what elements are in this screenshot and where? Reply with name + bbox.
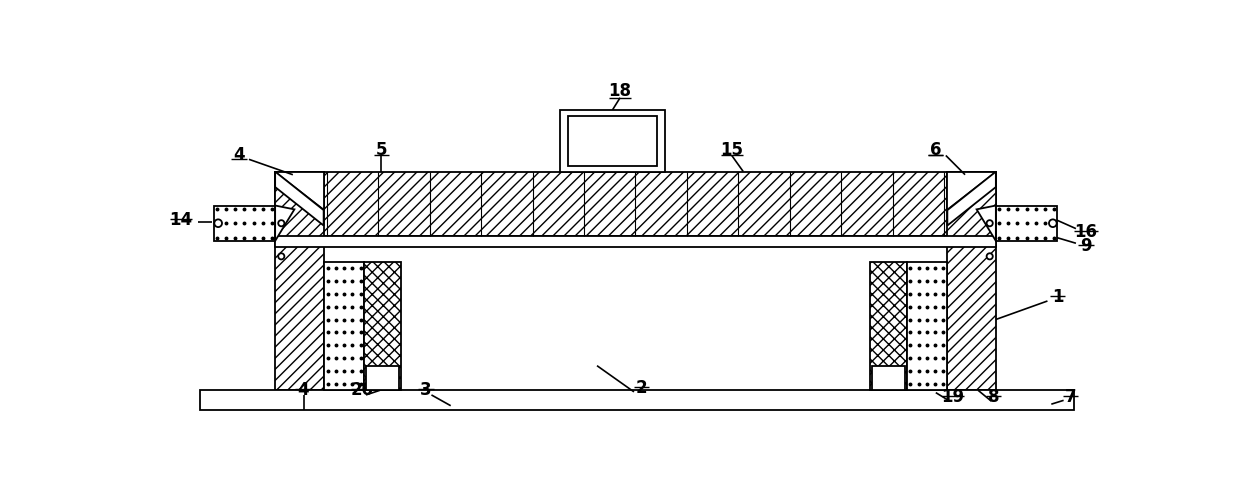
Bar [906, 262, 947, 390]
Text: 19: 19 [941, 387, 965, 406]
Bar [872, 366, 905, 390]
Text: 18: 18 [609, 82, 631, 100]
Bar [213, 206, 275, 242]
Bar [365, 262, 401, 390]
Circle shape [215, 220, 222, 227]
Text: 20: 20 [351, 380, 373, 398]
Circle shape [278, 254, 284, 260]
Polygon shape [947, 172, 996, 226]
Text: 6: 6 [930, 140, 941, 158]
Text: 7: 7 [1065, 387, 1076, 406]
Polygon shape [275, 172, 324, 211]
Bar [568, 117, 657, 167]
Circle shape [278, 221, 284, 227]
Bar [870, 262, 906, 390]
Text: 14: 14 [170, 211, 192, 229]
Bar [947, 172, 996, 390]
Text: 15: 15 [720, 140, 743, 158]
Bar [201, 390, 1074, 410]
Text: 1: 1 [1052, 288, 1063, 306]
Text: 2: 2 [636, 379, 647, 396]
Bar [324, 262, 365, 390]
Bar [366, 366, 399, 390]
Circle shape [987, 221, 993, 227]
Text: 16: 16 [1074, 223, 1097, 241]
Text: 4: 4 [233, 145, 244, 163]
Text: 5: 5 [376, 140, 387, 158]
Bar [996, 206, 1058, 242]
Polygon shape [275, 172, 324, 226]
Polygon shape [947, 172, 996, 211]
Circle shape [987, 254, 993, 260]
Bar [275, 172, 324, 390]
Text: 3: 3 [420, 380, 432, 398]
Circle shape [1049, 220, 1056, 227]
Text: 8: 8 [988, 387, 999, 406]
Bar [275, 172, 996, 237]
Bar [275, 237, 996, 247]
Text: 9: 9 [1080, 236, 1091, 254]
Bar [560, 111, 665, 172]
Polygon shape [275, 206, 294, 242]
Text: 4: 4 [298, 380, 309, 398]
Polygon shape [977, 206, 996, 242]
